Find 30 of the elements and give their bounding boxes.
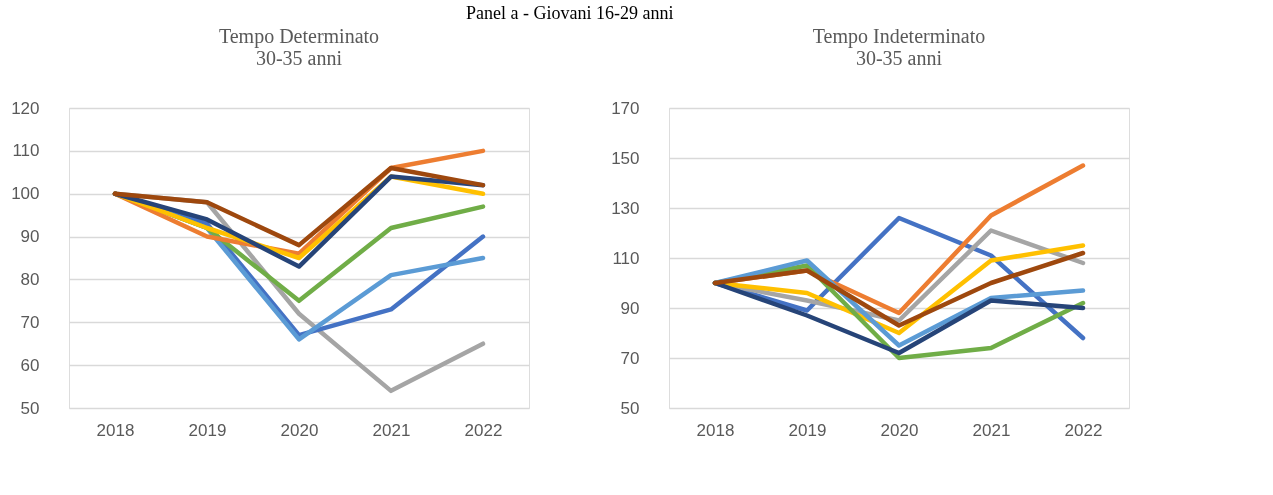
y-tick-label: 70	[620, 348, 640, 368]
y-tick-label: 90	[620, 298, 640, 318]
y-tick-label: 60	[20, 355, 40, 375]
line-series	[112, 165, 486, 248]
y-tick-label: 50	[20, 398, 40, 418]
y-tick-label: 130	[611, 198, 640, 218]
y-tick-label: 70	[20, 312, 40, 332]
chart-title: Tempo Determinato 30-35 anni	[218, 25, 380, 69]
y-tick-label: 90	[20, 227, 40, 247]
y-tick-label: 110	[612, 248, 640, 268]
x-tick-label: 2020	[880, 420, 919, 440]
x-tick-label: 2019	[188, 420, 227, 440]
x-tick-label: 2020	[280, 420, 319, 440]
y-tick-label: 110	[12, 141, 40, 161]
y-tick-label: 80	[20, 269, 40, 289]
y-tick-label: 150	[611, 148, 640, 168]
line-series	[712, 250, 1086, 328]
chart-title: Tempo Indeterminato 30-35 anni	[812, 25, 986, 69]
x-tick-label: 2018	[696, 420, 735, 440]
x-tick-label: 2022	[1064, 420, 1103, 440]
y-tick-label: 170	[611, 98, 640, 118]
y-tick-label: 100	[11, 184, 40, 204]
x-tick-label: 2021	[972, 420, 1011, 440]
y-tick-label: 50	[620, 398, 640, 418]
y-tick-label: 120	[11, 98, 40, 118]
text: Panel a - Giovani 16-29 anni	[466, 2, 674, 23]
x-tick-label: 2018	[96, 420, 135, 440]
x-tick-label: 2019	[788, 420, 827, 440]
x-tick-label: 2022	[464, 420, 503, 440]
x-tick-label: 2021	[372, 420, 411, 440]
